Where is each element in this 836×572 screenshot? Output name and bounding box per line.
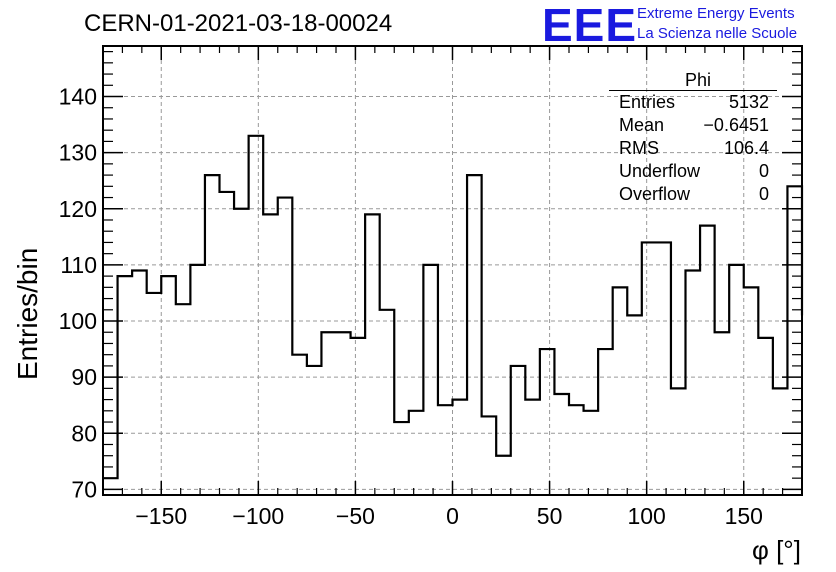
stats-row-mean: Mean −0.6451 [609,114,777,137]
stats-row-underflow: Underflow 0 [609,160,777,183]
stats-row-overflow: Overflow 0 [609,183,777,206]
eee-logo-line2: La Scienza nelle Scuole [637,25,798,42]
stats-key: Overflow [619,184,691,204]
histogram-bin [278,198,293,495]
x-axis-label: φ [°] [752,535,801,565]
histogram-bin [220,192,235,495]
histogram-bin [336,332,351,495]
stats-row-entries: Entries 5132 [609,91,777,114]
x-tick-label: 50 [537,503,563,529]
histogram-bin [700,226,715,495]
histogram-bin [642,242,657,495]
histogram-bin [190,265,205,495]
eee-logo: EEE [542,0,638,51]
histogram-bin [598,349,613,495]
histogram-bin [467,175,482,495]
histogram-bin [554,394,569,495]
histogram-bin [584,411,599,495]
histogram-bin [307,366,322,495]
histogram-bin [409,411,424,495]
stats-value: 5132 [728,92,769,112]
stats-value: −0.6451 [703,115,769,135]
x-tick-label: 100 [627,503,665,529]
histogram-bin [656,242,671,495]
histogram-bin [176,304,191,495]
histogram-outline [103,134,804,480]
histogram-bin [525,400,540,495]
histogram-bin [351,338,366,495]
histogram-bin [569,405,584,495]
x-tick-label: 150 [725,503,763,529]
x-tick-label: −50 [336,503,375,529]
histogram-bin [380,310,395,495]
y-tick-label: 140 [59,84,97,110]
histogram-bin [132,271,147,496]
histogram-bin [758,338,773,495]
chart-title: CERN-01-2021-03-18-00024 [84,10,393,37]
histogram-bin [161,276,176,495]
x-tick-label: −100 [232,503,284,529]
histogram-bin [787,186,802,495]
histogram-bin [453,400,468,495]
histogram-bin [540,349,555,495]
y-tick-label: 110 [60,252,97,278]
y-tick-label: 130 [59,140,97,166]
stats-title: Phi [609,70,777,91]
y-tick-label: 70 [71,476,97,502]
histogram-bin [773,388,788,495]
histogram-bin [511,366,526,495]
histogram-bin [627,315,642,495]
histogram-bin [438,405,453,495]
histogram-bin [321,332,336,495]
histogram-bin [263,214,278,495]
axis-ticks: −150 −100 −50 0 50 100 150 70 80 90 100 110 120 130 14… [59,46,802,529]
stats-row-rms: RMS 106.4 [609,137,777,160]
histogram-bin [205,175,220,495]
histogram-bin [118,276,133,495]
histogram-bin [365,214,380,495]
stats-key: Underflow [619,161,701,181]
histogram-bin [686,271,701,496]
stats-value: 106.4 [723,138,769,158]
histogram-bin [234,209,249,495]
y-tick-label: 80 [71,420,97,446]
stats-key: Entries [619,92,676,112]
stats-key: RMS [619,138,659,158]
histogram-bin [482,416,497,495]
eee-logo-line1: Extreme Energy Events [637,5,795,22]
histogram-bin [103,478,118,495]
x-tick-label: −150 [135,503,187,529]
histogram-bin [423,265,438,495]
stats-value: 0 [758,161,769,181]
eee-logo-text: Extreme Energy Events La Scienza nelle S… [637,4,797,44]
stats-key: Mean [619,115,665,135]
histogram-bin [613,287,628,495]
y-tick-label: 100 [59,308,97,334]
histogram-bin [729,265,744,495]
stats-value: 0 [758,184,769,204]
histogram-bin [671,388,686,495]
stats-box: Phi Entries 5132 Mean −0.6451 RMS 106.4 … [609,70,777,206]
x-tick-label: 0 [446,503,459,529]
y-tick-label: 120 [59,196,97,222]
histogram-bin [744,287,759,495]
histogram-bin [147,293,162,495]
histogram-bin [292,355,307,495]
y-tick-label: 90 [71,364,97,390]
histogram-bin [249,136,264,495]
histogram-bin [715,332,730,495]
